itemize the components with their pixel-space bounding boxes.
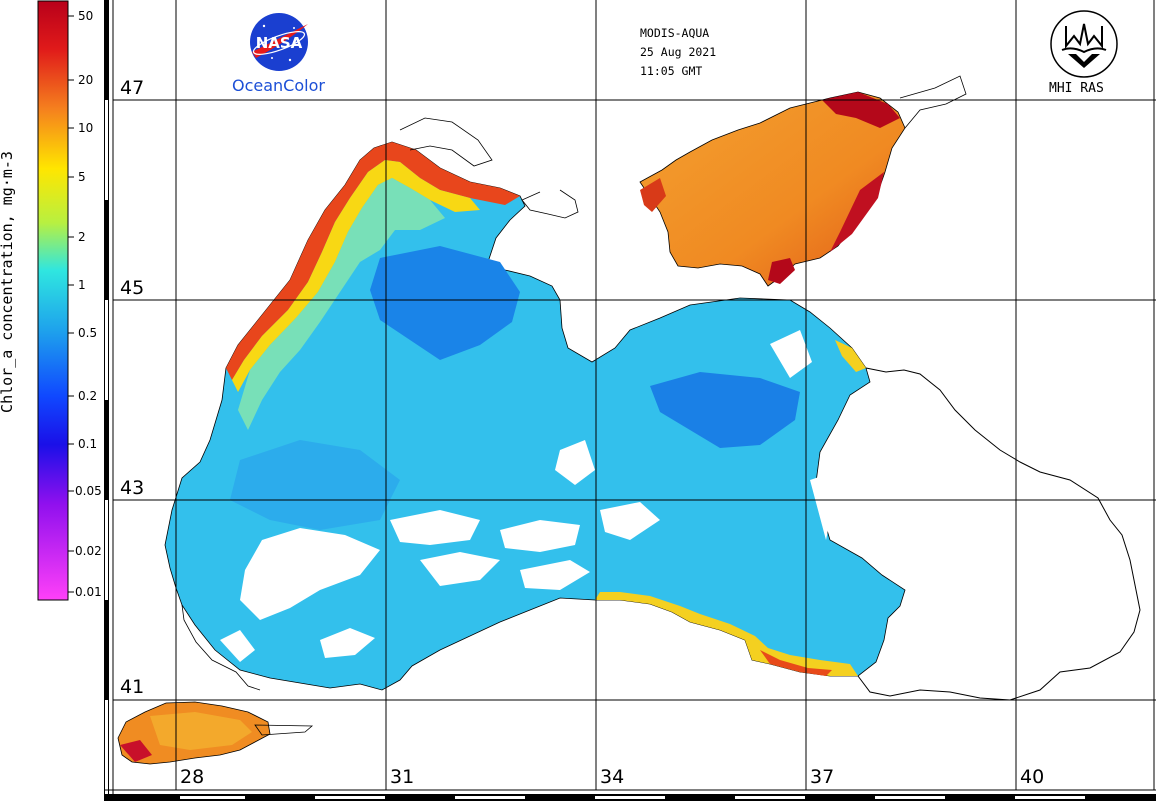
colorbar-tick-label: 0.05 bbox=[75, 484, 102, 498]
time-label: 11:05 GMT bbox=[640, 64, 703, 78]
image-header: MODIS-AQUA 25 Aug 2021 11:05 GMT bbox=[640, 24, 716, 81]
oceancolor-label: OceanColor bbox=[232, 76, 325, 95]
latitude-label: 41 bbox=[120, 676, 145, 698]
eastern-coastline bbox=[857, 367, 1141, 701]
colorbar-tick-label: 5 bbox=[78, 170, 86, 184]
mhi-ras-label: MHI RAS bbox=[1049, 81, 1104, 96]
colorbar-tick-label: 0.5 bbox=[78, 326, 98, 340]
colorbar-tick-label: 10 bbox=[78, 121, 94, 135]
graticule bbox=[113, 0, 1156, 790]
longitude-label: 37 bbox=[810, 766, 835, 788]
marmara-sea bbox=[117, 701, 314, 765]
longitude-label: 28 bbox=[180, 766, 205, 788]
longitude-label: 40 bbox=[1020, 766, 1045, 788]
colorbar-tick-label: 0.01 bbox=[75, 585, 102, 599]
longitude-label: 34 bbox=[600, 766, 625, 788]
nasa-logo-text: NASA bbox=[256, 34, 303, 52]
azov-sea bbox=[639, 91, 906, 287]
colorbar-tick-label: 2 bbox=[78, 230, 86, 244]
colorbar-title: Chlor_a concentration, mg·m-3 bbox=[0, 151, 16, 413]
black-sea bbox=[164, 141, 906, 691]
longitude-label: 31 bbox=[390, 766, 415, 788]
colorbar-tick-label: 0.02 bbox=[75, 544, 102, 558]
colorbar-tick-label: 0.2 bbox=[78, 389, 98, 403]
latitude-label: 45 bbox=[120, 277, 145, 299]
colorbar-tick-label: 0.1 bbox=[78, 437, 98, 451]
colorbar-tick-label: 20 bbox=[78, 73, 94, 87]
latitude-label: 43 bbox=[120, 477, 145, 499]
colorbar-tick-label: 1 bbox=[78, 278, 86, 292]
nasa-logo-icon: NASA bbox=[250, 13, 308, 71]
sensor-label: MODIS-AQUA bbox=[640, 26, 710, 40]
colorbar-ticks bbox=[68, 15, 74, 593]
date-label: 25 Aug 2021 bbox=[640, 45, 717, 59]
colorbar-tick-label: 50 bbox=[78, 9, 94, 23]
mhi-ras-logo-icon bbox=[1050, 10, 1118, 78]
latitude-label: 47 bbox=[120, 77, 145, 99]
colorbar bbox=[37, 0, 69, 601]
